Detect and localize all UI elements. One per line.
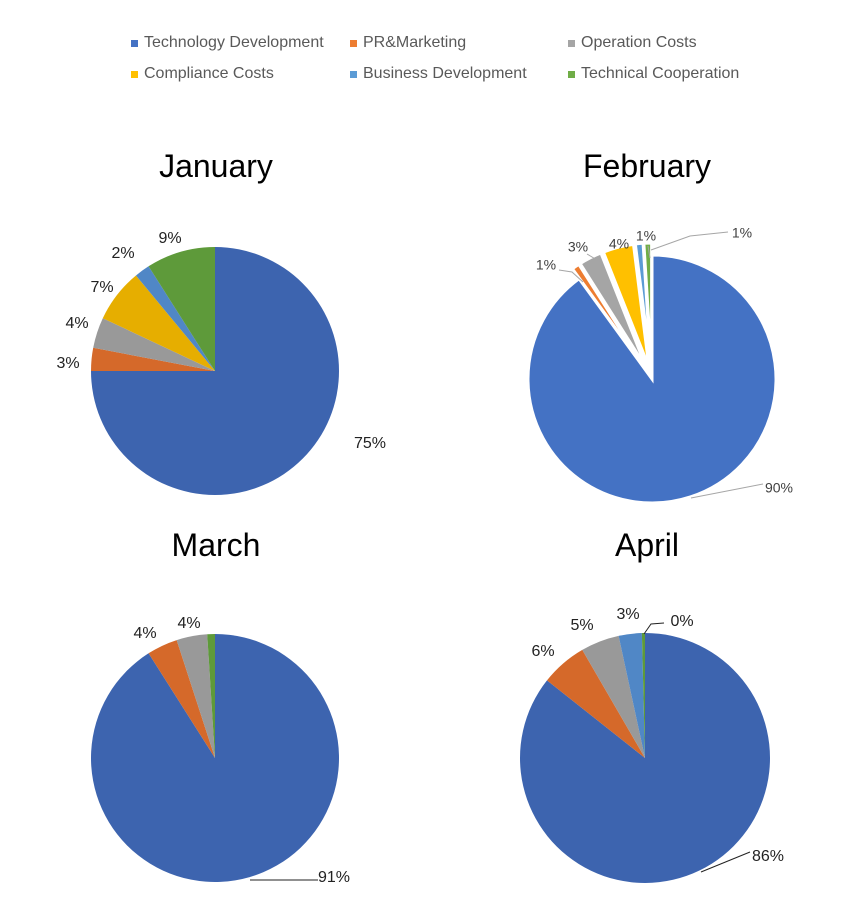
pie-slice bbox=[582, 635, 645, 758]
pie-slice bbox=[148, 247, 215, 371]
pie-slice bbox=[93, 318, 215, 371]
legend-item: Technical Cooperation bbox=[568, 65, 739, 83]
data-label: 3% bbox=[616, 606, 639, 623]
pie-slice bbox=[618, 633, 645, 758]
data-label: 4% bbox=[133, 625, 156, 642]
legend-label: Compliance Costs bbox=[144, 65, 274, 82]
data-label: 1% bbox=[636, 228, 656, 244]
data-label: 4% bbox=[65, 315, 88, 332]
legend: Technology Development PR&Marketing Operat… bbox=[0, 0, 848, 100]
leader-line bbox=[650, 231, 729, 251]
data-label: 9% bbox=[158, 230, 181, 247]
leader-line bbox=[700, 851, 751, 873]
data-label: 3% bbox=[56, 355, 79, 372]
legend-item: Technology Development bbox=[131, 34, 324, 52]
legend-swatch bbox=[568, 70, 575, 78]
data-label: 4% bbox=[177, 615, 200, 632]
pie-chart-march: 91% 4% 4% bbox=[90, 615, 350, 886]
pie-slice bbox=[148, 640, 215, 758]
data-label: 91% bbox=[318, 869, 350, 886]
legend-item: Compliance Costs bbox=[131, 65, 274, 83]
data-label: 75% bbox=[354, 435, 386, 452]
legend-item: PR&Marketing bbox=[350, 34, 466, 52]
data-label: 90% bbox=[765, 480, 793, 496]
pie-slice bbox=[91, 347, 215, 371]
leader-line bbox=[647, 245, 651, 259]
legend-swatch bbox=[568, 39, 575, 47]
leader-line bbox=[690, 483, 764, 499]
pie-chart-january: 75% 3% 4% 7% 2% 9% bbox=[56, 230, 386, 495]
data-label: 1% bbox=[536, 257, 556, 273]
leader-line bbox=[586, 253, 598, 261]
pie-slice bbox=[642, 241, 654, 368]
pie-slice bbox=[570, 262, 647, 370]
legend-item: Business Development bbox=[350, 65, 527, 83]
legend-swatch bbox=[350, 39, 357, 47]
pie-slice bbox=[176, 634, 215, 758]
legend-label: Technical Cooperation bbox=[581, 65, 740, 82]
data-label: 6% bbox=[531, 643, 554, 660]
leader-line bbox=[643, 622, 665, 635]
data-label: 2% bbox=[111, 245, 134, 262]
chart-title-april: April bbox=[614, 527, 679, 563]
legend-label: Operation Costs bbox=[581, 34, 697, 51]
legend-item: Operation Costs bbox=[568, 34, 697, 52]
leader-line bbox=[558, 269, 584, 283]
legend-label: Business Development bbox=[363, 65, 527, 82]
pie-slice bbox=[578, 251, 648, 370]
pie-slice bbox=[601, 242, 651, 368]
legend-swatch bbox=[131, 70, 138, 78]
pie-slice bbox=[207, 634, 215, 758]
legend-label: Technology Development bbox=[144, 34, 324, 51]
chart-title-march: March bbox=[171, 527, 261, 563]
data-label: 7% bbox=[90, 279, 113, 296]
data-label: 3% bbox=[568, 239, 588, 255]
pie-chart-february: 90% 1% 3% 4% 1% 1% bbox=[526, 225, 793, 505]
data-label: 86% bbox=[752, 848, 784, 865]
pie-slice bbox=[641, 633, 645, 758]
pie-slice bbox=[526, 253, 778, 505]
legend-swatch bbox=[131, 39, 138, 47]
chart-title-january: January bbox=[159, 148, 273, 184]
data-label: 0% bbox=[670, 613, 693, 630]
pie-slice bbox=[135, 266, 215, 371]
pie-slice bbox=[102, 275, 215, 371]
chart-title-february: February bbox=[582, 148, 712, 184]
data-label: 4% bbox=[609, 236, 629, 252]
legend-label: PR&Marketing bbox=[363, 34, 467, 51]
data-label: 5% bbox=[570, 617, 593, 634]
legend-swatch bbox=[350, 70, 357, 78]
data-label: 1% bbox=[732, 225, 752, 241]
pie-chart-april: 86% 6% 5% 3% 0% bbox=[520, 606, 784, 883]
pie-slice bbox=[546, 649, 645, 758]
